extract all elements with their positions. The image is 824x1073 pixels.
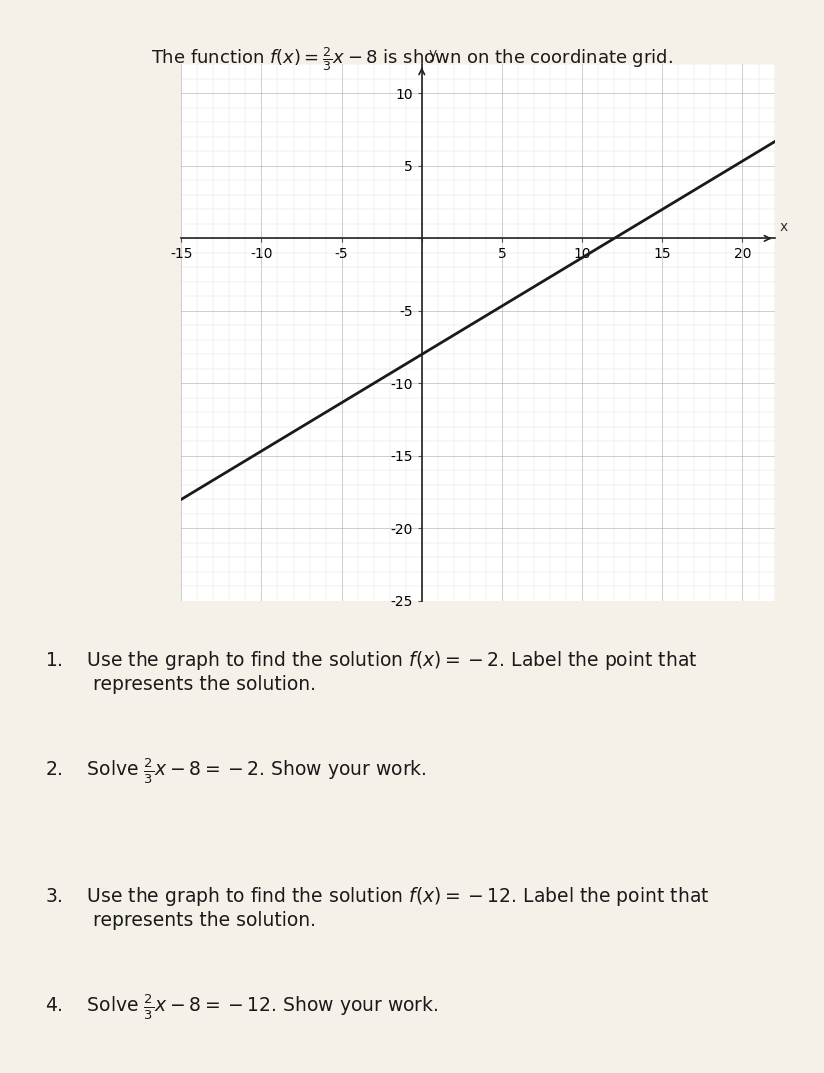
Text: 3.    Use the graph to find the solution $f(x) = -12$. Label the point that
    : 3. Use the graph to find the solution $f… (45, 885, 709, 930)
Text: y: y (428, 47, 437, 61)
Text: 1.    Use the graph to find the solution $f(x) = -2$. Label the point that
     : 1. Use the graph to find the solution $f… (45, 649, 698, 694)
Text: 4.    Solve $\frac{2}{3}x - 8 = -12$. Show your work.: 4. Solve $\frac{2}{3}x - 8 = -12$. Show … (45, 993, 438, 1021)
Text: 2.    Solve $\frac{2}{3}x - 8 = -2$. Show your work.: 2. Solve $\frac{2}{3}x - 8 = -2$. Show y… (45, 756, 427, 785)
Text: The function $f(x) = \frac{2}{3}x - 8$ is shown on the coordinate grid.: The function $f(x) = \frac{2}{3}x - 8$ i… (151, 45, 673, 73)
Text: x: x (780, 220, 788, 234)
